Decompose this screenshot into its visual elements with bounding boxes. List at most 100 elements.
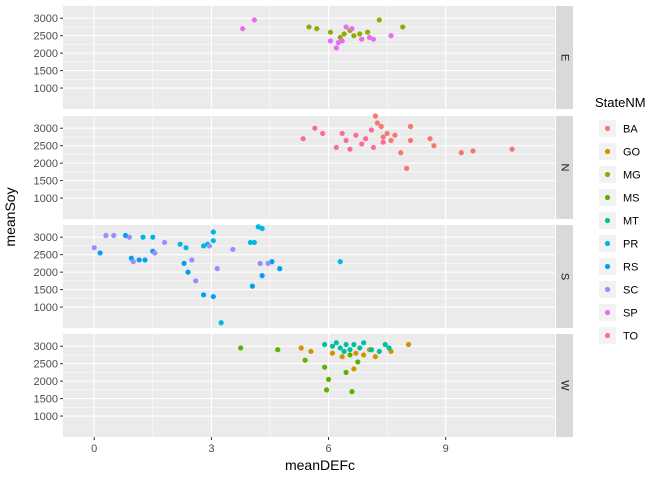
point-MG bbox=[314, 26, 320, 32]
facet-strip-label: S bbox=[559, 273, 571, 280]
point-MT bbox=[357, 345, 363, 351]
point-RS bbox=[259, 273, 265, 279]
facet-strip bbox=[556, 334, 573, 437]
legend-label: PR bbox=[623, 239, 638, 251]
x-tick-label: 3 bbox=[208, 443, 214, 455]
point-BA bbox=[509, 146, 515, 152]
point-TO bbox=[339, 130, 345, 137]
panel-background bbox=[63, 334, 555, 437]
facet-strip bbox=[556, 116, 573, 219]
y-tick-label: 2500 bbox=[34, 31, 58, 43]
legend-item-MS: MS bbox=[599, 189, 640, 206]
point-SC bbox=[214, 266, 220, 272]
facet-strip bbox=[556, 6, 573, 109]
point-BA bbox=[407, 137, 414, 144]
legend-item-SP: SP bbox=[599, 304, 638, 321]
point-BA bbox=[470, 148, 476, 154]
y-tick-label: 1500 bbox=[34, 285, 58, 297]
point-MG bbox=[357, 31, 363, 37]
legend-key-point bbox=[604, 286, 611, 293]
panel-background bbox=[63, 225, 555, 328]
legend-key-point bbox=[604, 309, 611, 316]
point-MG bbox=[364, 29, 371, 35]
point-MG bbox=[351, 33, 357, 39]
facet-strip-label: N bbox=[559, 164, 571, 172]
facet-strip-label: W bbox=[559, 380, 571, 391]
facet-strip-label: E bbox=[559, 54, 571, 61]
panel-background bbox=[63, 6, 555, 109]
legend-title: StateNM bbox=[595, 95, 646, 110]
point-RS bbox=[142, 257, 148, 263]
point-MT bbox=[333, 340, 339, 346]
point-SC bbox=[152, 250, 158, 256]
point-MS bbox=[347, 352, 353, 358]
panel-background bbox=[63, 116, 555, 219]
point-BA bbox=[378, 123, 384, 130]
point-RS bbox=[185, 269, 191, 275]
facet-panel-E: 1000 1500 2000 2500 3000 E bbox=[34, 6, 573, 109]
point-MG bbox=[327, 29, 334, 35]
point-SP bbox=[339, 38, 345, 44]
point-SC bbox=[189, 257, 195, 263]
point-MT bbox=[343, 341, 349, 348]
point-BA bbox=[372, 113, 378, 119]
legend-key-point bbox=[604, 217, 611, 224]
point-SP bbox=[327, 38, 334, 44]
point-RS bbox=[136, 257, 142, 263]
facet-panel-S: 1000 1500 2000 2500 3000 S bbox=[34, 225, 573, 328]
legend-key-point bbox=[604, 263, 611, 270]
point-SP bbox=[366, 34, 373, 41]
legend-key-point bbox=[604, 125, 611, 132]
point-SC bbox=[206, 243, 213, 249]
point-PR bbox=[140, 234, 146, 240]
point-SC bbox=[111, 232, 117, 239]
point-MS bbox=[349, 389, 355, 395]
point-GO bbox=[361, 352, 367, 358]
legend-item-RS: RS bbox=[599, 258, 638, 275]
y-tick-label: 1500 bbox=[34, 66, 58, 78]
point-TO bbox=[359, 141, 365, 147]
legend-label: RS bbox=[623, 262, 638, 274]
point-MT bbox=[368, 347, 375, 353]
point-MS bbox=[302, 357, 308, 363]
point-MG bbox=[400, 24, 406, 30]
point-PR bbox=[183, 245, 189, 251]
point-GO bbox=[308, 348, 314, 355]
legend-label: MT bbox=[623, 216, 639, 228]
point-SC bbox=[91, 245, 97, 251]
point-PR bbox=[177, 241, 183, 247]
point-SP bbox=[251, 17, 257, 23]
point-MS bbox=[322, 364, 328, 370]
y-tick-label: 2500 bbox=[34, 250, 58, 262]
x-tick-label: 6 bbox=[325, 443, 331, 455]
point-MT bbox=[351, 341, 357, 348]
point-MS bbox=[325, 376, 332, 382]
legend-key-point bbox=[604, 240, 611, 247]
legend-label: SP bbox=[623, 308, 638, 320]
y-tick-label: 3000 bbox=[34, 232, 58, 244]
y-tick-label: 2500 bbox=[34, 359, 58, 371]
point-SP bbox=[335, 40, 341, 46]
point-MT bbox=[329, 343, 336, 349]
point-GO bbox=[353, 350, 359, 356]
point-MT bbox=[347, 347, 353, 353]
y-tick-label: 1000 bbox=[34, 411, 58, 423]
legend-item-BA: BA bbox=[599, 120, 638, 137]
point-MS bbox=[238, 345, 244, 351]
point-TO bbox=[380, 139, 386, 145]
facet-panels: 1000 1500 2000 2500 3000 E 1000 1500 2000 2500 300… bbox=[34, 6, 573, 437]
point-TO bbox=[353, 132, 359, 138]
point-TO bbox=[320, 130, 326, 137]
point-GO bbox=[329, 350, 336, 356]
point-PR bbox=[210, 238, 216, 244]
point-RS bbox=[269, 259, 275, 265]
point-SC bbox=[193, 278, 199, 284]
point-BA bbox=[398, 150, 404, 156]
point-RS bbox=[97, 250, 103, 256]
point-MS bbox=[323, 387, 330, 393]
point-RS bbox=[122, 232, 129, 239]
legend-item-SC: SC bbox=[599, 281, 638, 298]
legend-key-point bbox=[604, 148, 611, 155]
point-BA bbox=[431, 143, 437, 149]
point-BA bbox=[374, 120, 380, 126]
